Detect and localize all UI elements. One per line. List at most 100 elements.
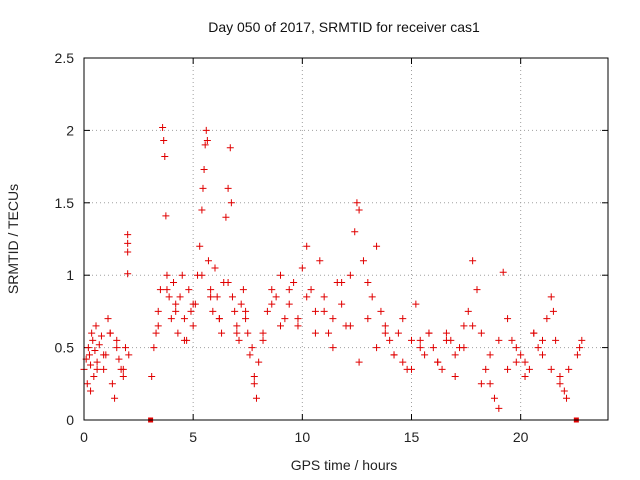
data-point: [106, 329, 114, 337]
data-point: [237, 300, 245, 308]
data-point: [399, 358, 407, 366]
data-point: [119, 365, 127, 373]
data-point: [338, 300, 346, 308]
data-point: [84, 344, 92, 352]
data-point: [408, 336, 415, 344]
data-point: [325, 329, 333, 337]
data-point: [285, 286, 293, 294]
data-point: [381, 329, 389, 337]
data-point: [521, 373, 529, 381]
data-point: [228, 293, 236, 301]
data-point: [460, 322, 468, 330]
data-point: [504, 365, 512, 373]
data-point: [355, 206, 363, 214]
data-point: [469, 257, 477, 265]
data-point: [438, 365, 446, 373]
data-point: [227, 199, 235, 207]
data-point: [198, 206, 206, 214]
data-point: [329, 344, 337, 352]
data-point: [124, 270, 132, 278]
data-point: [521, 358, 529, 366]
data-point: [156, 286, 164, 294]
data-point: [359, 257, 367, 265]
data-point: [125, 351, 133, 359]
data-point: [87, 387, 95, 395]
data-point: [255, 358, 263, 366]
data-point: [408, 365, 415, 373]
data-point: [224, 278, 232, 286]
data-point: [429, 344, 437, 352]
data-point: [108, 380, 116, 388]
data-point: [517, 351, 525, 359]
data-point: [259, 329, 267, 337]
data-point: [338, 278, 346, 286]
data-point: [364, 315, 372, 323]
x-tick-label: 0: [80, 429, 88, 445]
data-point: [148, 373, 156, 381]
data-point: [412, 300, 420, 308]
data-point: [119, 373, 127, 381]
data-point: [320, 293, 328, 301]
data-point: [121, 344, 129, 352]
data-point: [196, 242, 204, 250]
data-point: [351, 228, 359, 236]
data-point: [189, 322, 197, 330]
y-tick-label: 2: [66, 122, 74, 138]
data-point: [231, 307, 239, 315]
data-point: [226, 144, 234, 152]
y-tick-label: 2.5: [55, 50, 75, 66]
y-tick-label: 1.5: [55, 195, 75, 211]
plot-frame: [83, 57, 609, 421]
data-point: [486, 351, 494, 359]
axis-ticks: [83, 57, 608, 421]
data-point: [364, 278, 372, 286]
data-point: [534, 344, 542, 352]
data-point: [394, 329, 402, 337]
data-point: [268, 300, 276, 308]
data-point: [204, 257, 212, 265]
data-point: [85, 351, 93, 359]
data-point: [477, 380, 485, 388]
data-point: [512, 358, 520, 366]
data-point: [218, 329, 226, 337]
data-point: [100, 365, 108, 373]
data-point: [547, 293, 555, 301]
data-point: [277, 271, 284, 279]
data-point: [152, 329, 160, 337]
data-point: [201, 141, 209, 149]
data-point: [244, 329, 252, 337]
data-point: [203, 137, 211, 145]
data-point: [211, 264, 219, 272]
data-point: [386, 336, 394, 344]
data-point: [89, 336, 97, 344]
data-point: [167, 315, 175, 323]
data-point: [272, 293, 280, 301]
data-point: [578, 336, 586, 344]
data-point: [434, 358, 442, 366]
data-point: [556, 380, 564, 388]
data-point: [163, 286, 171, 294]
data-point: [224, 184, 232, 192]
data-point: [547, 365, 555, 373]
data-point: [368, 293, 376, 301]
data-point: [290, 278, 298, 286]
data-point: [421, 351, 429, 359]
data-point: [248, 344, 256, 352]
data-point: [539, 336, 546, 344]
data-point: [172, 307, 180, 315]
y-axis-label: SRMTID / TECUs: [5, 184, 21, 294]
data-point: [355, 358, 363, 366]
x-tick-label: 20: [513, 429, 529, 445]
data-point: [556, 373, 564, 381]
data-point: [307, 286, 315, 294]
data-point: [329, 315, 337, 323]
data-point: [268, 286, 276, 294]
data-point: [180, 336, 188, 344]
data-point: [311, 307, 319, 315]
data-point: [451, 373, 459, 381]
data-point: [346, 271, 354, 279]
data-point: [477, 329, 485, 337]
data-point: [316, 257, 324, 265]
data-point: [416, 336, 424, 344]
